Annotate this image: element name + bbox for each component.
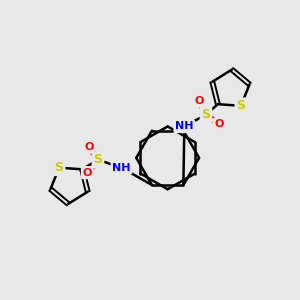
Text: O: O — [85, 142, 94, 152]
Text: O: O — [82, 168, 92, 178]
Text: S: S — [201, 108, 210, 121]
Text: S: S — [94, 153, 103, 166]
Text: S: S — [236, 99, 245, 112]
Text: O: O — [194, 96, 204, 106]
Text: S: S — [55, 161, 64, 174]
Text: NH: NH — [175, 122, 194, 131]
Text: O: O — [214, 119, 224, 130]
Text: NH: NH — [112, 163, 131, 173]
